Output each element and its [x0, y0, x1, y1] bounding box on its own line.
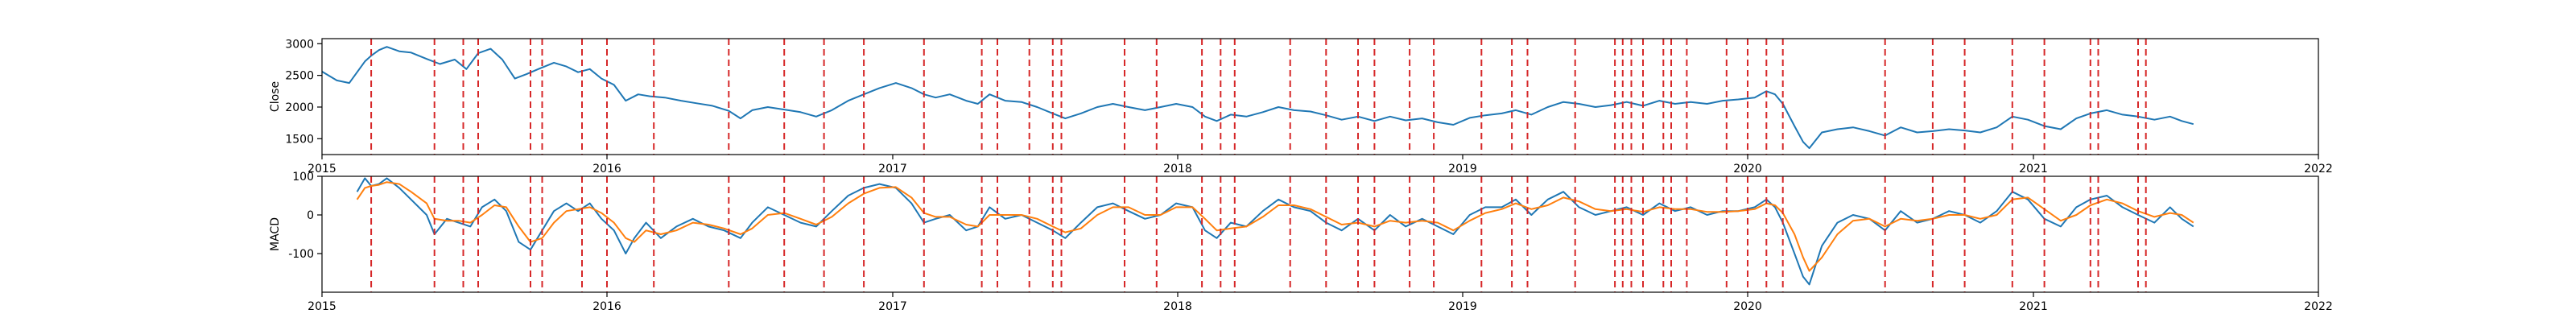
close-y-tick-label-2: 2500 — [285, 70, 314, 83]
macd-y-tick-label-0: -100 — [288, 248, 314, 261]
macd-x-tick-label-4: 2019 — [1448, 300, 1477, 313]
macd-y-axis-label: MACD — [269, 217, 282, 251]
macd-x-tick-label-3: 2018 — [1163, 300, 1192, 313]
close-y-axis-label: Close — [269, 81, 282, 112]
close-axes-frame — [321, 38, 2319, 155]
close-series-line-0 — [321, 46, 2194, 150]
macd-y-tick-label-1: 0 — [307, 209, 314, 222]
macd-x-tick-label-0: 2015 — [308, 300, 336, 313]
close-x-tick-label-7: 2022 — [2304, 163, 2333, 175]
close-x-tick-label-4: 2019 — [1448, 163, 1477, 175]
macd-x-tick-label-7: 2022 — [2304, 300, 2333, 313]
close-x-tick-label-2: 2017 — [878, 163, 907, 175]
macd-x-tick-label-1: 2016 — [592, 300, 621, 313]
macd-x-tick-label-6: 2021 — [2019, 300, 2048, 313]
close-y-tick-label-1: 2000 — [285, 101, 314, 114]
close-x-tick-label-6: 2021 — [2019, 163, 2048, 175]
close-x-tick-label-3: 2018 — [1163, 163, 1192, 175]
close-y-tick-label-3: 3000 — [285, 38, 314, 51]
macd-axes-frame — [321, 175, 2319, 293]
macd-series-line-1 — [356, 181, 2194, 272]
macd-x-tick-label-2: 2017 — [878, 300, 907, 313]
macd-x-tick-label-5: 2020 — [1733, 300, 1762, 313]
macd-series-line-0 — [356, 177, 2194, 286]
close-x-tick-label-5: 2020 — [1733, 163, 1762, 175]
close-x-tick-label-0: 2015 — [308, 163, 336, 175]
close-y-tick-label-0: 1500 — [285, 133, 314, 146]
close-x-tick-label-1: 2016 — [592, 163, 621, 175]
macd-y-tick-label-2: 100 — [292, 171, 314, 184]
